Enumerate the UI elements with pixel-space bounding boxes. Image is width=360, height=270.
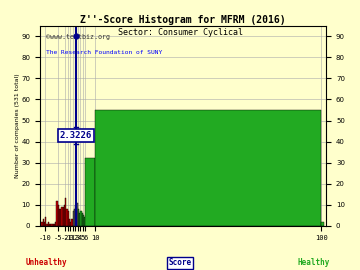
Bar (68, 211, 69, 226)
Text: 2.3226: 2.3226 (60, 131, 92, 140)
Bar (44, 222, 45, 226)
Bar (45, 217, 46, 226)
Bar (95, 110, 321, 226)
Bar (81, 213, 83, 226)
Bar (57, 201, 58, 226)
Bar (41, 222, 42, 226)
Title: Z''-Score Histogram for MFRM (2016): Z''-Score Histogram for MFRM (2016) (80, 15, 286, 25)
Y-axis label: Number of companies (531 total): Number of companies (531 total) (15, 73, 20, 178)
Bar (46, 224, 48, 226)
Bar (75, 205, 77, 226)
Text: Healthy: Healthy (297, 258, 329, 267)
Bar (58, 205, 59, 226)
Bar (73, 211, 74, 226)
Bar (42, 220, 44, 226)
Text: Unhealthy: Unhealthy (26, 258, 68, 267)
Bar (84, 217, 85, 226)
Bar (59, 209, 60, 226)
Bar (64, 205, 65, 226)
Bar (70, 222, 72, 226)
Bar (67, 209, 68, 226)
Text: Score: Score (168, 258, 192, 267)
Bar (77, 202, 78, 226)
Bar (79, 213, 80, 226)
Bar (53, 224, 54, 226)
Bar (321, 222, 324, 226)
Bar (62, 207, 63, 226)
Bar (63, 207, 64, 226)
Bar (85, 158, 95, 226)
Bar (69, 220, 70, 226)
Bar (55, 222, 57, 226)
Bar (72, 220, 73, 226)
Bar (83, 215, 84, 226)
Text: The Research Foundation of SUNY: The Research Foundation of SUNY (46, 50, 162, 55)
Bar (60, 209, 62, 226)
Bar (54, 224, 55, 226)
Bar (51, 224, 53, 226)
Bar (48, 222, 49, 226)
Bar (49, 224, 50, 226)
Bar (78, 209, 79, 226)
Bar (80, 211, 81, 226)
Bar (74, 209, 75, 226)
Bar (65, 198, 67, 226)
Bar (50, 224, 51, 226)
Text: ©www.textbiz.org: ©www.textbiz.org (46, 34, 110, 40)
Text: Sector: Consumer Cyclical: Sector: Consumer Cyclical (117, 28, 243, 37)
